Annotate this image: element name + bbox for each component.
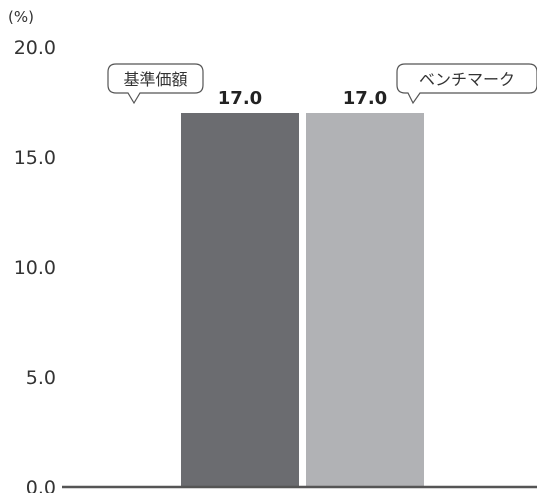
callout-balloon <box>396 63 537 105</box>
value-labels: 17.0 17.0 <box>218 88 387 109</box>
legend-label: 基準価額 <box>123 70 187 89</box>
bar-fund <box>181 113 299 487</box>
callout-balloon <box>107 63 204 105</box>
bars <box>181 113 424 487</box>
y-tick-label: 10.0 <box>14 257 56 279</box>
bar-benchmark <box>306 113 424 487</box>
y-tick-label: 15.0 <box>14 147 56 169</box>
legend-label: ベンチマーク <box>419 70 515 89</box>
y-tick-label: 20.0 <box>14 37 56 59</box>
bar-value-label: 17.0 <box>343 88 387 109</box>
bar-value-label: 17.0 <box>218 88 262 109</box>
y-axis-ticks: 0.0 5.0 10.0 15.0 20.0 <box>14 37 56 493</box>
callout-benchmark: ベンチマーク <box>396 63 537 105</box>
callout-fund: 基準価額 <box>107 63 204 105</box>
y-tick-label: 0.0 <box>26 477 56 493</box>
series-callouts: 基準価額 ベンチマーク <box>107 63 537 105</box>
y-tick-label: 5.0 <box>26 367 56 389</box>
y-unit-label: (%) <box>8 8 34 26</box>
